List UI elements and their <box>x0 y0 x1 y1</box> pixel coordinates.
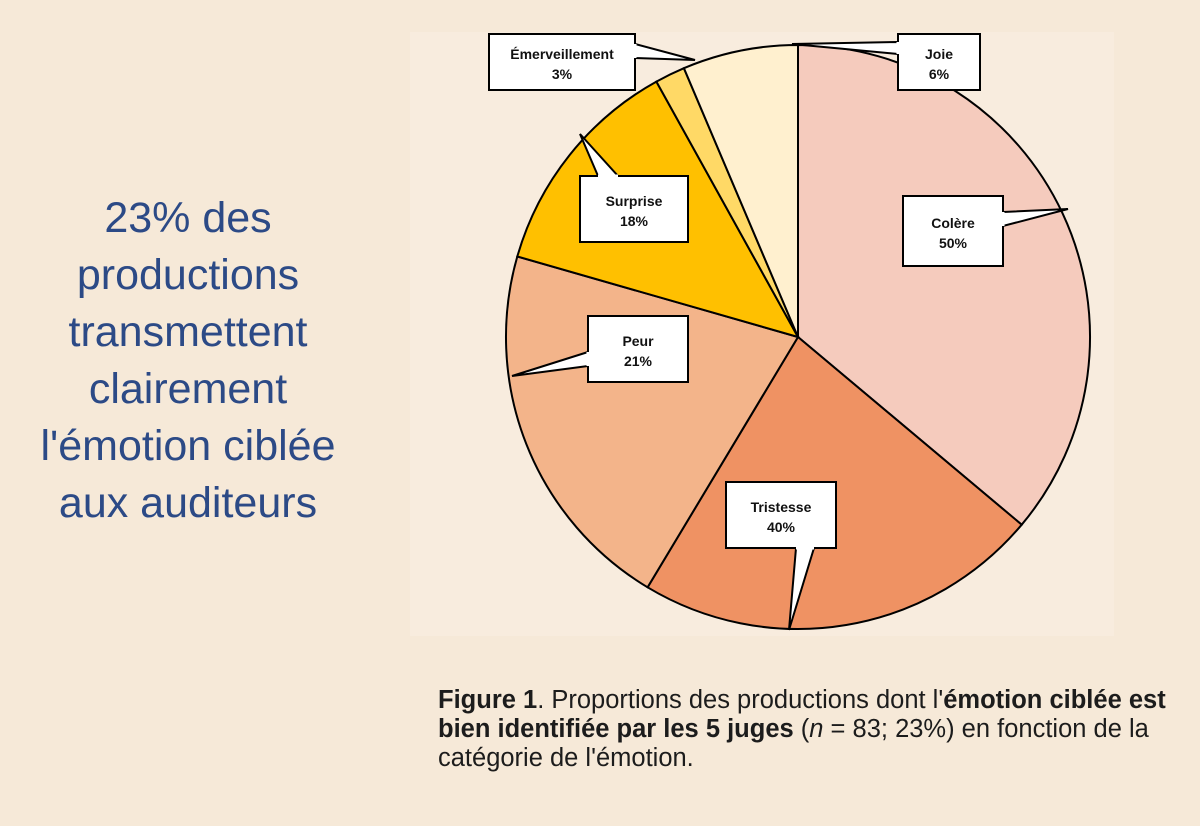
pie-chart: Colère 50% Tristesse 40% Peur 21% Surprise 18% É… <box>488 33 1091 631</box>
caption-sep: . <box>537 686 552 714</box>
slice-label-3: Surprise <box>606 193 663 209</box>
callout-4: Émerveillement 3% <box>488 33 696 91</box>
caption-text-2: ( <box>793 715 810 743</box>
pie-slice-2 <box>505 255 800 589</box>
slice-label-4: Émerveillement <box>510 46 614 62</box>
slice-value-5: 6% <box>929 66 950 82</box>
headline: 23% des productions transmettent clairem… <box>40 194 336 527</box>
pie-callouts: Colère 50% Tristesse 40% Peur 21% Surprise 18% É… <box>488 33 1069 631</box>
callout-box-2 <box>587 315 689 383</box>
callout-0: Colère 50% <box>902 195 1069 267</box>
slice-label-0: Colère <box>931 215 975 231</box>
slice-value-1: 40% <box>767 519 796 535</box>
callout-3: Surprise 18% <box>579 133 689 243</box>
slice-value-3: 18% <box>620 213 649 229</box>
slice-label-5: Joie <box>925 46 953 62</box>
callout-box-1 <box>725 481 837 549</box>
callout-box-4 <box>488 33 636 91</box>
callout-box-0 <box>902 195 1004 267</box>
callout-box-3 <box>579 175 689 243</box>
caption-text-1: Proportions des productions dont l' <box>551 686 944 714</box>
slice-label-2: Peur <box>622 333 654 349</box>
callout-2: Peur 21% <box>511 315 689 383</box>
slice-value-2: 21% <box>624 353 653 369</box>
caption-text-3: = 83; 23%) en fonction de la catégorie d… <box>438 715 1149 772</box>
pie-slices <box>505 43 1091 631</box>
figure-label: Figure 1 <box>438 686 538 714</box>
callout-5: Joie 6% <box>791 33 981 91</box>
slice-label-1: Tristesse <box>751 499 812 515</box>
slice-value-4: 3% <box>552 66 573 82</box>
slice-value-0: 50% <box>939 235 968 251</box>
caption-bold: émotion ciblée est bien identifiée par l… <box>438 686 1166 743</box>
figure-caption: Figure 1. Proportions des productions do… <box>438 686 1183 773</box>
pie-slice-0 <box>797 43 1091 527</box>
caption-n: n <box>809 715 824 743</box>
callout-box-5 <box>897 33 981 91</box>
callout-1: Tristesse 40% <box>725 481 837 631</box>
